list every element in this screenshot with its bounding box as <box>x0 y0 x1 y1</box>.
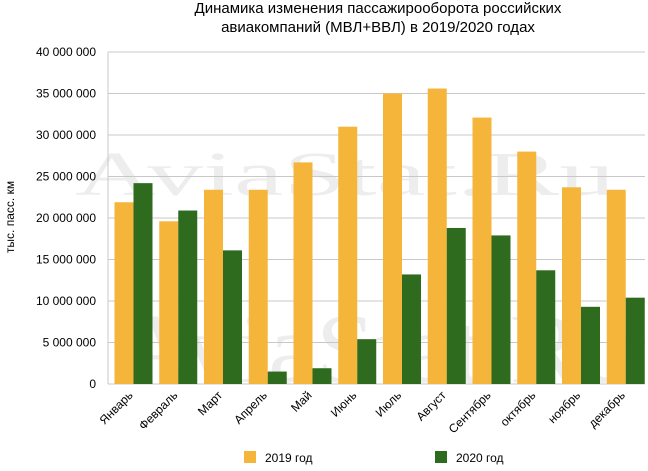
bar-2020 <box>357 339 377 384</box>
bar-2019 <box>427 88 447 385</box>
bar-2020 <box>536 270 556 384</box>
legend-label-2020: 2020 год <box>456 451 504 465</box>
y-tick-label: 30 000 000 <box>36 128 96 142</box>
y-axis-label: тыс. пасс. км <box>3 181 17 253</box>
bars <box>114 88 645 385</box>
y-tick-label: 15 000 000 <box>36 253 96 267</box>
bar-2019 <box>204 189 223 384</box>
bar-2019 <box>248 189 268 384</box>
bar-2019 <box>606 189 626 384</box>
bar-2020 <box>267 371 287 384</box>
bar-2019 <box>159 221 179 384</box>
bar-2020 <box>491 235 511 384</box>
legend-swatch-2019 <box>244 451 256 463</box>
legend: 2019 год 2020 год <box>244 451 504 465</box>
bar-2020 <box>178 210 198 384</box>
bar-2020 <box>133 183 153 384</box>
y-tick-label: 20 000 000 <box>36 211 96 225</box>
chart-title-line-1: Динамика изменения пассажирооборота росс… <box>195 0 562 17</box>
y-tick-label: 10 000 000 <box>36 294 96 308</box>
bar-2020 <box>223 250 242 384</box>
bar-2019 <box>517 151 537 384</box>
bar-2019 <box>383 93 402 384</box>
chart-title-line-2: авиакомпаний (МВЛ+ВВЛ) в 2019/2020 годах <box>221 19 535 36</box>
bar-2020 <box>625 297 645 384</box>
legend-label-2019: 2019 год <box>265 451 313 465</box>
bar-2020 <box>312 368 332 384</box>
bar-2019 <box>562 187 581 384</box>
gridlines <box>107 51 645 385</box>
bar-2020 <box>446 227 466 384</box>
y-tick-label: 5 000 000 <box>43 336 97 350</box>
bar-2020 <box>402 274 421 384</box>
y-tick-label: 0 <box>89 377 96 391</box>
bar-2020 <box>581 306 600 384</box>
y-tick-label: 35 000 000 <box>36 87 96 101</box>
bar-2019 <box>338 126 358 384</box>
y-tick-label: 40 000 000 <box>36 45 96 59</box>
bar-2019 <box>114 202 134 384</box>
bar-2019 <box>293 162 313 384</box>
bar-2019 <box>472 117 492 384</box>
y-tick-label: 25 000 000 <box>36 170 96 184</box>
legend-swatch-2020 <box>435 451 447 463</box>
y-axis-ticks: 0 5 000 000 10 000 000 15 000 000 20 000 000… <box>36 45 96 391</box>
